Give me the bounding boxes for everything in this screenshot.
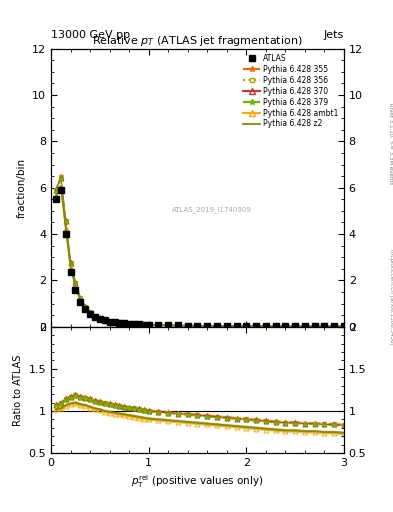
Text: 13000 GeV pp: 13000 GeV pp: [51, 30, 130, 40]
Title: Relative $p_T$ (ATLAS jet fragmentation): Relative $p_T$ (ATLAS jet fragmentation): [92, 34, 303, 49]
Text: Rivet 3.1.10, >= 3.3M events: Rivet 3.1.10, >= 3.3M events: [389, 103, 393, 184]
Legend: ATLAS, Pythia 6.428 355, Pythia 6.428 356, Pythia 6.428 370, Pythia 6.428 379, P: ATLAS, Pythia 6.428 355, Pythia 6.428 35…: [242, 52, 340, 130]
X-axis label: $p_{\mathrm{T}}^{\mathrm{rel}}$ (positive values only): $p_{\mathrm{T}}^{\mathrm{rel}}$ (positiv…: [131, 474, 264, 490]
Text: ATLAS_2019_I1740909: ATLAS_2019_I1740909: [172, 206, 252, 214]
Text: mcplots.cern.ch [arXiv:1306.3436]: mcplots.cern.ch [arXiv:1306.3436]: [389, 249, 393, 345]
Text: Jets: Jets: [323, 30, 344, 40]
Y-axis label: Ratio to ATLAS: Ratio to ATLAS: [13, 354, 23, 425]
Y-axis label: fraction/bin: fraction/bin: [17, 158, 27, 218]
